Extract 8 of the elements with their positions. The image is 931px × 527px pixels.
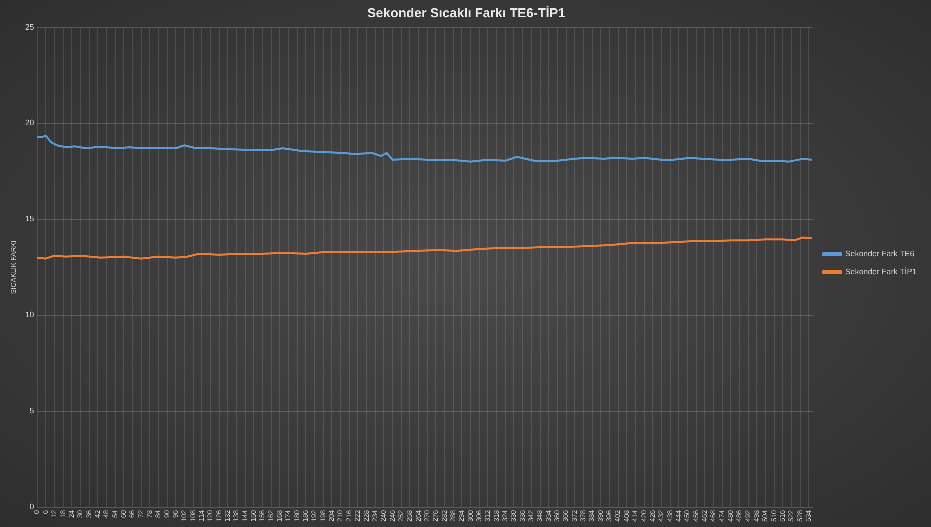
legend-label: Sekonder Fark TE6 [845,250,916,259]
y-tick-label: 20 [25,118,35,128]
y-tick-label: 15 [25,214,35,224]
legend-label: Sekonder Fark TİP1 [845,268,918,277]
y-tick-label: 10 [25,310,35,320]
chart-title: Sekonder Sıcaklı Farkı TE6-TİP1 [368,5,566,20]
y-tick-label: 25 [25,22,35,32]
y-tick-label: 5 [30,406,35,416]
